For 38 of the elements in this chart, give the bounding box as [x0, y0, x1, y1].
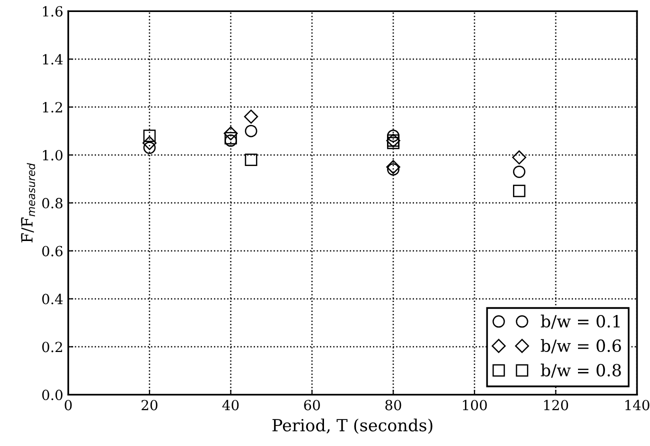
point [224, 132, 237, 144]
x-tick-label: 40 [222, 400, 239, 410]
point [244, 110, 258, 124]
x-tick-label: 60 [304, 400, 320, 410]
point [513, 166, 526, 178]
point [143, 142, 156, 154]
y-tick-label: 0.8 [42, 198, 62, 208]
y-tick-label: 0.6 [42, 246, 63, 256]
point [142, 136, 157, 150]
point [244, 154, 258, 166]
x-tick-label: 80 [385, 400, 402, 410]
legend-label: b/w = 0.8 [540, 364, 621, 378]
y-axis-title: F̄/F̄$_{measured}$ [21, 163, 36, 242]
y-tick-label: 0.0 [42, 390, 62, 400]
point [387, 163, 400, 176]
point [224, 126, 238, 140]
y-tick-label: 1.6 [42, 6, 63, 17]
y-tick-label: 0.4 [42, 294, 63, 304]
point [143, 130, 156, 142]
legend-label: b/w = 0.1 [540, 314, 620, 329]
legend-label: b/w = 0.6 [540, 339, 621, 354]
y-tick-label: 1.2 [42, 102, 62, 113]
x-tick-label: 20 [142, 400, 158, 410]
point [387, 130, 400, 142]
x-tick-label: 100 [462, 400, 487, 410]
point [224, 134, 237, 147]
x-tick-label: 140 [625, 400, 650, 410]
y-tick-label: 1.0 [42, 150, 62, 160]
x-axis-title: Period, T (seconds) [272, 418, 432, 434]
x-tick-label: 0 [64, 400, 72, 410]
point [244, 124, 258, 138]
point [513, 184, 526, 198]
point [386, 160, 400, 174]
y-tick-label: 0.2 [42, 342, 62, 352]
x-tick-label: 120 [544, 400, 568, 410]
point [387, 136, 400, 150]
y-tick-label: 1.4 [42, 54, 63, 65]
point [512, 150, 526, 164]
